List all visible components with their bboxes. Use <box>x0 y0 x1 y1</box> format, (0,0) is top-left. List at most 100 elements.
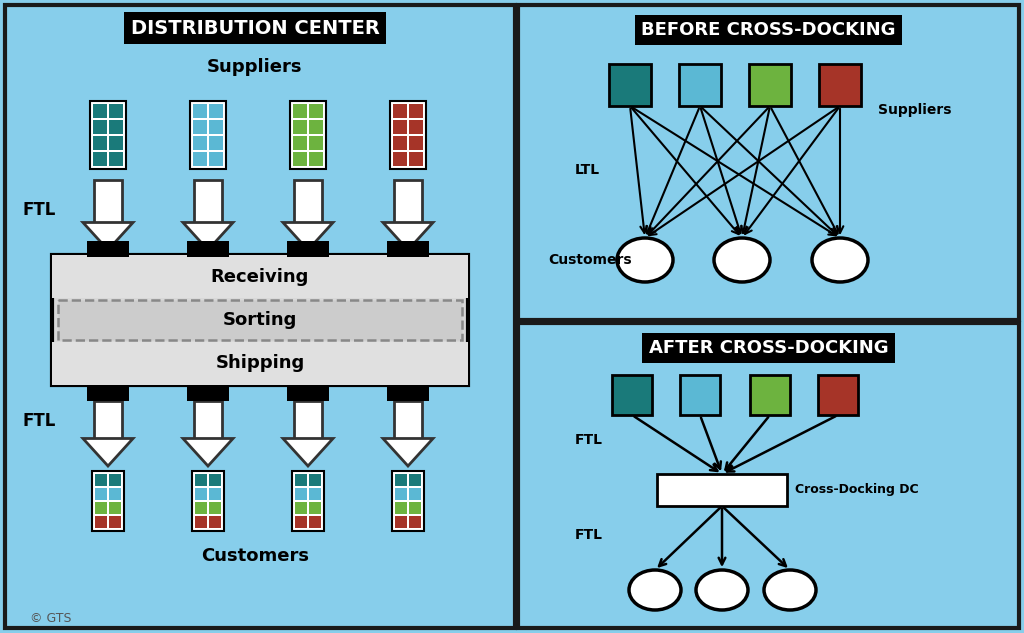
Bar <box>518 323 1019 628</box>
Bar <box>87 385 129 401</box>
Bar <box>109 502 121 514</box>
Bar <box>293 104 307 118</box>
Bar <box>295 502 307 514</box>
Bar <box>5 5 515 628</box>
Polygon shape <box>383 439 433 466</box>
Bar <box>109 474 121 486</box>
Bar <box>287 385 329 401</box>
Bar <box>657 474 787 506</box>
Bar <box>293 152 307 166</box>
Bar <box>195 474 207 486</box>
Bar <box>309 488 321 500</box>
Bar <box>193 471 224 531</box>
Bar <box>612 375 652 415</box>
Bar <box>393 152 407 166</box>
Bar <box>409 120 423 134</box>
Bar <box>95 488 106 500</box>
Bar <box>295 516 307 528</box>
Text: FTL: FTL <box>22 412 55 430</box>
Bar <box>209 488 221 500</box>
Text: © GTS: © GTS <box>30 611 72 625</box>
Bar <box>195 488 207 500</box>
Polygon shape <box>83 223 133 250</box>
Bar <box>392 471 424 531</box>
Bar <box>52 255 468 298</box>
Bar <box>93 104 106 118</box>
Bar <box>293 136 307 150</box>
Bar <box>109 152 123 166</box>
Polygon shape <box>94 401 122 439</box>
Bar <box>409 104 423 118</box>
Bar <box>58 300 462 340</box>
Bar <box>819 64 861 106</box>
Bar <box>209 120 223 134</box>
Bar <box>679 64 721 106</box>
Ellipse shape <box>714 238 770 282</box>
Text: Customers: Customers <box>548 253 632 267</box>
Text: Customers: Customers <box>201 547 309 565</box>
Polygon shape <box>83 439 133 466</box>
Bar <box>52 255 468 385</box>
Bar <box>209 516 221 528</box>
Polygon shape <box>94 180 122 223</box>
Bar <box>395 488 407 500</box>
Bar <box>293 120 307 134</box>
Text: Cross-Docking DC: Cross-Docking DC <box>795 484 919 496</box>
Bar <box>309 516 321 528</box>
Bar <box>395 502 407 514</box>
Text: AFTER CROSS-DOCKING: AFTER CROSS-DOCKING <box>648 339 888 357</box>
Bar <box>295 488 307 500</box>
Bar <box>680 375 720 415</box>
Bar <box>87 241 129 257</box>
Bar <box>93 136 106 150</box>
Polygon shape <box>283 223 333 250</box>
Bar <box>309 120 323 134</box>
Polygon shape <box>183 439 233 466</box>
Text: Sorting: Sorting <box>223 311 297 329</box>
Polygon shape <box>394 401 422 439</box>
Text: Shipping: Shipping <box>215 354 304 372</box>
Bar <box>195 502 207 514</box>
Bar <box>209 104 223 118</box>
Bar <box>95 474 106 486</box>
Bar <box>209 502 221 514</box>
Bar <box>290 101 326 169</box>
Bar <box>750 375 790 415</box>
Bar <box>287 241 329 257</box>
Ellipse shape <box>617 238 673 282</box>
Bar <box>393 120 407 134</box>
Polygon shape <box>394 180 422 223</box>
Bar <box>209 136 223 150</box>
Polygon shape <box>195 180 222 223</box>
Text: BEFORE CROSS-DOCKING: BEFORE CROSS-DOCKING <box>641 21 896 39</box>
Bar <box>749 64 791 106</box>
Bar <box>309 152 323 166</box>
Bar <box>818 375 858 415</box>
Bar <box>95 516 106 528</box>
Bar <box>109 120 123 134</box>
Text: Suppliers: Suppliers <box>878 103 951 117</box>
Ellipse shape <box>764 570 816 610</box>
Bar <box>90 101 126 169</box>
Bar <box>109 136 123 150</box>
Polygon shape <box>283 439 333 466</box>
Bar <box>518 5 1019 320</box>
Bar <box>195 516 207 528</box>
Text: Suppliers: Suppliers <box>207 58 303 76</box>
Bar <box>52 342 468 385</box>
Bar <box>309 502 321 514</box>
Text: FTL: FTL <box>22 201 55 219</box>
Bar <box>409 474 421 486</box>
Bar <box>292 471 324 531</box>
Bar <box>190 101 226 169</box>
Bar <box>393 136 407 150</box>
Bar <box>109 516 121 528</box>
Polygon shape <box>294 401 322 439</box>
Bar <box>409 136 423 150</box>
Bar <box>187 241 229 257</box>
Bar <box>409 502 421 514</box>
Bar <box>93 120 106 134</box>
Bar <box>193 120 207 134</box>
Bar <box>309 104 323 118</box>
Bar <box>92 471 124 531</box>
